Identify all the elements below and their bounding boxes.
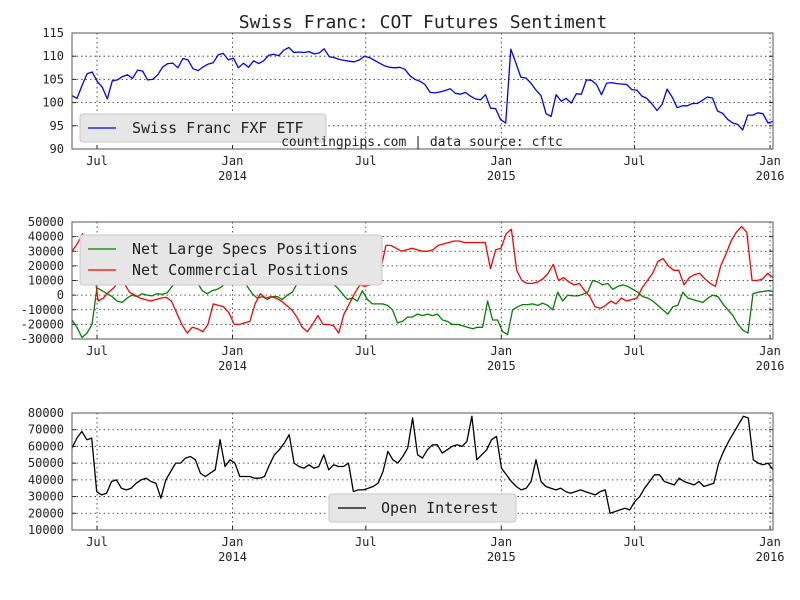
x-tick-sublabel: 2016 (756, 169, 785, 183)
series-line-1-1 (71, 225, 774, 334)
x-tick-label: Jul (86, 535, 108, 549)
legend-box (79, 113, 327, 143)
y-tick-label: 110 (42, 49, 64, 63)
y-tick-label: 70000 (28, 423, 64, 437)
series-line-0-0 (71, 46, 774, 131)
y-tick-label: 50000 (28, 456, 64, 470)
y-tick-label: 0 (57, 288, 64, 302)
open-interest-panel: 10000 20000 30000 40000 50000 60000 70000 80000… (28, 406, 785, 564)
legend-label: Net Commercial Positions (132, 261, 349, 279)
y-tick-label: 60000 (28, 439, 64, 453)
y-tick-label: 30000 (28, 244, 64, 258)
y-tick-label: 20000 (28, 259, 64, 273)
x-tick-sublabel: 2016 (756, 359, 785, 373)
legend-label: Swiss Franc FXF ETF (132, 119, 304, 137)
y-tick-label: 10000 (28, 274, 64, 288)
x-tick-label: Jan (490, 535, 512, 549)
y-tick-label: -20000 (21, 317, 64, 331)
x-tick-label: Jul (86, 154, 108, 168)
y-tick-label: 10000 (28, 523, 64, 537)
legend-box (79, 234, 383, 286)
x-tick-label: Jul (624, 344, 646, 358)
positions-panel: -30000-20000-100000100002000030000400005… (21, 215, 785, 373)
legend-label: Open Interest (381, 499, 498, 517)
y-tick-label: 80000 (28, 406, 64, 420)
x-tick-sublabel: 2014 (218, 550, 247, 564)
y-tick-label: 40000 (28, 230, 64, 244)
x-tick-label: Jul (355, 344, 377, 358)
series-line-2-0 (71, 415, 774, 514)
x-tick-label: Jan (759, 344, 781, 358)
y-tick-label: 40000 (28, 473, 64, 487)
x-tick-label: Jul (86, 344, 108, 358)
x-tick-label: Jul (624, 535, 646, 549)
x-tick-sublabel: 2014 (218, 359, 247, 373)
x-tick-label: Jan (490, 154, 512, 168)
y-tick-label: -10000 (21, 303, 64, 317)
plot-frame (71, 221, 774, 340)
x-tick-label: Jul (355, 535, 377, 549)
x-tick-sublabel: 2014 (218, 169, 247, 183)
plot-frame (71, 412, 774, 531)
legend-label: Net Large Specs Positions (132, 240, 358, 258)
x-tick-sublabel: 2016 (756, 550, 785, 564)
y-tick-label: 20000 (28, 506, 64, 520)
y-tick-label: 90 (50, 142, 64, 156)
legend: Swiss Franc FXF ETF (79, 113, 327, 143)
x-tick-label: Jan (759, 154, 781, 168)
legend: Open Interest (328, 493, 517, 523)
y-tick-label: -30000 (21, 332, 64, 346)
x-tick-label: Jan (490, 344, 512, 358)
y-tick-label: 115 (42, 26, 64, 40)
y-tick-label: 105 (42, 72, 64, 86)
y-tick-label: 100 (42, 96, 64, 110)
x-tick-label: Jan (222, 154, 244, 168)
x-tick-sublabel: 2015 (487, 550, 516, 564)
source-note: countingpips.com | data source: cftc (281, 135, 563, 150)
y-tick-label: 30000 (28, 490, 64, 504)
y-tick-label: 50000 (28, 215, 64, 229)
x-tick-label: Jan (222, 344, 244, 358)
x-tick-sublabel: 2015 (487, 169, 516, 183)
plot-frame (71, 32, 774, 150)
chart-title: Swiss Franc: COT Futures Sentiment (239, 12, 607, 33)
legend-box (328, 493, 517, 523)
x-tick-label: Jul (355, 154, 377, 168)
y-tick-label: 95 (50, 119, 64, 133)
x-tick-label: Jan (222, 535, 244, 549)
x-tick-sublabel: 2015 (487, 359, 516, 373)
x-tick-label: Jan (759, 535, 781, 549)
x-tick-label: Jul (624, 154, 646, 168)
legend: Net Large Specs Positions Net Commercial … (79, 234, 383, 286)
